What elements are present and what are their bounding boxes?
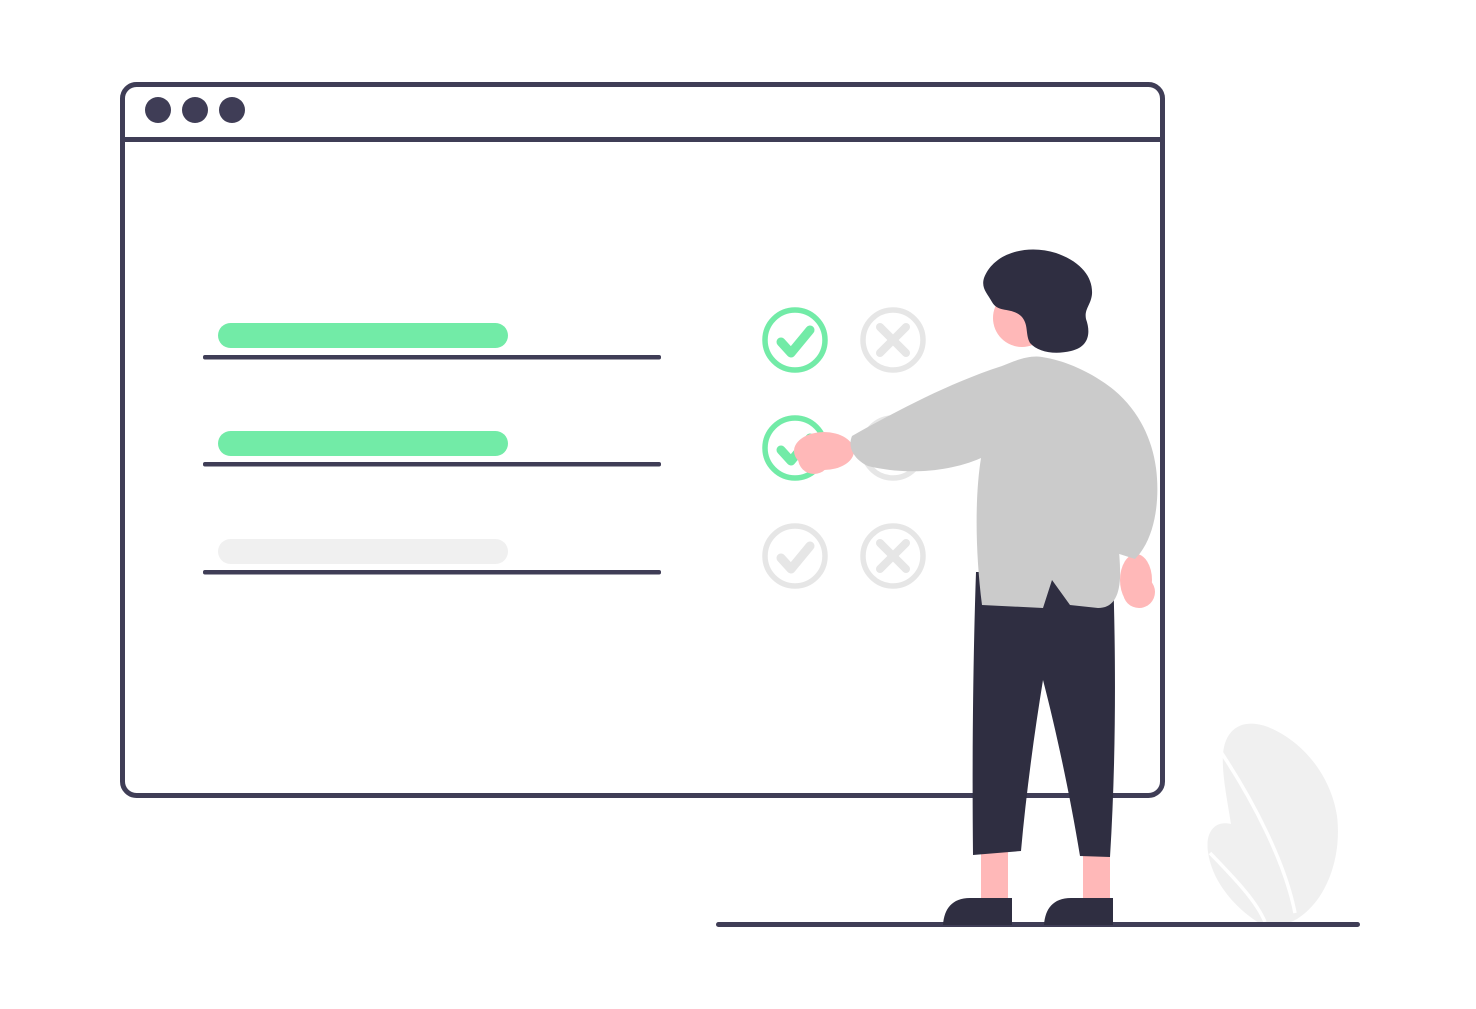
list-row-3 [203,523,926,589]
browser-frame [120,82,1165,798]
row-1-approve-ring [762,307,828,373]
left-ankle [981,848,1008,902]
hair [983,249,1093,353]
row-3-approve-ring [762,523,828,589]
x-icon [876,539,910,573]
leaf-vein [1208,851,1267,923]
row-1-underline [203,355,661,360]
check-icon [776,325,815,358]
check-icon [776,541,815,574]
row-1-reject-ring [860,307,926,373]
left-hand-fist [798,442,830,474]
row-1-reject-button[interactable] [860,307,926,373]
person [794,249,1158,925]
row-3-underline [203,570,661,575]
leaf-shape [1207,723,1338,927]
row-3-approve-button[interactable] [762,523,828,589]
pants [972,572,1115,857]
row-1-approve-button[interactable] [762,307,828,373]
row-3-text-bar [218,539,508,564]
window-control-dots [145,97,245,123]
browser-window [120,82,1165,798]
left-shoe [943,898,1012,925]
row-3-reject-button[interactable] [860,523,926,589]
ground-line [716,922,1360,927]
list-row-1 [203,307,926,373]
row-1-text-bar [218,323,508,348]
jacket [850,356,1158,608]
row-3-reject-ring [860,523,926,589]
leaf-vein [1217,748,1297,914]
right-hand-fist [1123,576,1155,608]
leaf-decoration [1207,723,1338,927]
row-2-underline [203,462,661,467]
window-dot-3[interactable] [219,97,245,123]
row-2-text-bar [218,431,508,456]
x-icon [876,323,910,357]
right-shoe [1044,898,1113,925]
window-dot-2[interactable] [182,97,208,123]
window-dot-1[interactable] [145,97,171,123]
